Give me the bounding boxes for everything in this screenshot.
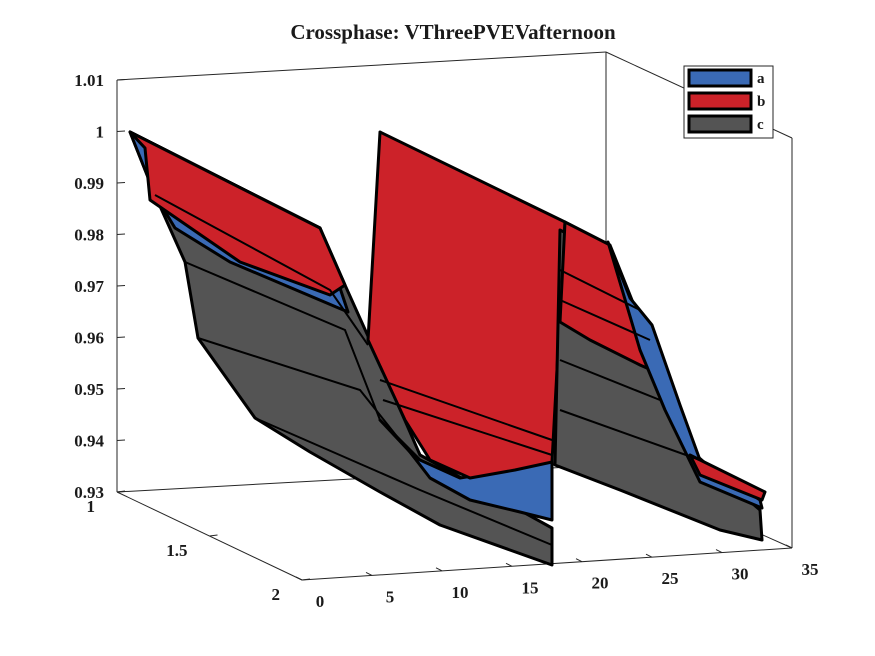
- x-tick-label: 5: [386, 587, 395, 606]
- y-tick-label: 2: [272, 585, 281, 604]
- x-tick-label: 30: [732, 565, 749, 584]
- x-tick-label: 25: [662, 569, 679, 588]
- z-tick-label: 1: [96, 123, 105, 142]
- x-tick-mark: [785, 544, 793, 549]
- z-tick-label: 0.99: [74, 174, 104, 193]
- z-tick-mark: [116, 388, 126, 390]
- chart-title: Crossphase: VThreePVEVafternoon: [290, 20, 616, 44]
- y-tick-label: 1: [87, 497, 96, 516]
- z-tick-mark: [116, 130, 126, 132]
- z-tick-label: 0.94: [74, 432, 104, 451]
- mesh-line-7: [559, 269, 641, 311]
- x-tick-mark: [505, 562, 513, 567]
- legend-items: abc: [687, 68, 765, 134]
- x-tick-mark: [715, 549, 723, 554]
- mesh-line-3: [197, 337, 431, 479]
- z-tick-label: 0.96: [74, 329, 104, 348]
- mesh-line-1: [154, 194, 369, 346]
- x-tick-mark: [575, 558, 583, 563]
- mesh-line-6: [382, 399, 553, 456]
- x-tick-label: 10: [452, 583, 469, 602]
- z-axis-ticks: 0.93 0.94 0.95 0.96 0.97 0.98 0.99 1 1.01: [74, 71, 126, 502]
- mesh-line-2: [184, 261, 381, 421]
- z-tick-mark: [116, 182, 126, 184]
- x-tick-mark: [365, 571, 373, 576]
- mesh-line-10: [559, 409, 701, 461]
- z-tick-mark: [116, 439, 126, 441]
- back-left-top: [116, 51, 607, 81]
- surface-b-ramp: [366, 130, 567, 480]
- y-tick-mark: [301, 578, 311, 581]
- x-axis-ticks: 0 5 10 15 20 25 30 35: [295, 544, 819, 611]
- z-tick-mark: [116, 79, 126, 81]
- y-tick-label: 1.5: [166, 541, 187, 560]
- legend-label-b: b: [757, 94, 765, 110]
- legend-swatch-b: [687, 91, 753, 111]
- x-tick-label: 0: [316, 592, 325, 611]
- x-tick-label: 20: [592, 574, 609, 593]
- surface-b-left: [128, 130, 347, 297]
- z-tick-mark: [116, 285, 126, 287]
- mesh-line-5: [379, 379, 553, 441]
- z-tick-mark: [116, 336, 126, 338]
- mesh-line-8: [559, 299, 651, 341]
- z-tick-label: 0.98: [74, 226, 104, 245]
- legend: abc: [683, 65, 774, 139]
- z-tick-mark: [116, 233, 126, 235]
- z-tick-label: 1.01: [74, 71, 104, 90]
- x-tick-mark: [645, 553, 653, 558]
- legend-label-c: c: [757, 117, 764, 133]
- surface-layer: [128, 130, 767, 567]
- x-tick-mark: [295, 576, 303, 581]
- x-tick-label: 15: [522, 578, 539, 597]
- mesh-line-9: [559, 359, 661, 401]
- mesh-line-4: [254, 417, 553, 546]
- surface-b-tail: [688, 453, 767, 502]
- legend-swatch-a: [687, 68, 753, 88]
- legend-label-a: a: [757, 71, 765, 87]
- x-tick-label: 35: [802, 560, 819, 579]
- z-tick-label: 0.97: [74, 277, 104, 296]
- x-tick-mark: [435, 567, 443, 572]
- z-tick-label: 0.93: [74, 483, 104, 502]
- y-axis-ticks: 11.52: [87, 490, 311, 604]
- legend-swatch-c: [687, 114, 753, 134]
- y-tick-mark: [209, 534, 218, 537]
- z-tick-label: 0.95: [74, 380, 104, 399]
- y-tick-mark: [116, 490, 126, 493]
